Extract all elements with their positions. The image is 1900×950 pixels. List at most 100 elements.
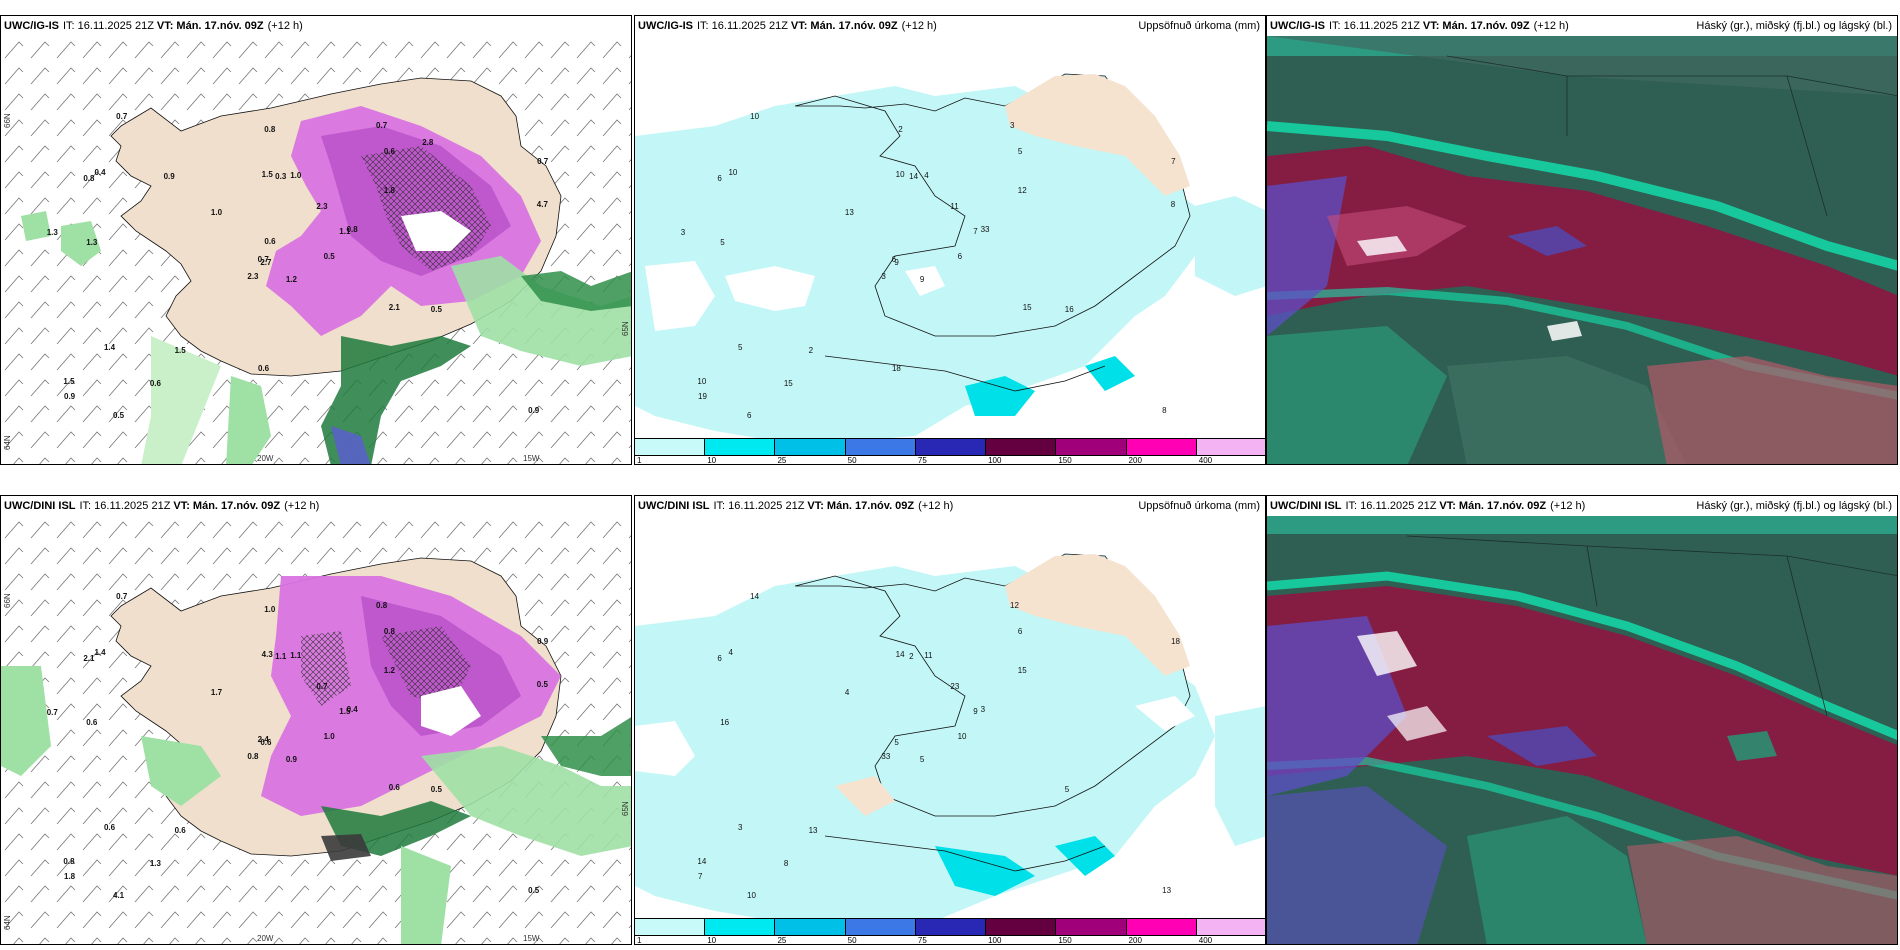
colorbar-swatch — [1196, 439, 1265, 455]
map-value-label: 12 — [1017, 185, 1027, 195]
colorbar-swatch — [1126, 439, 1197, 455]
valid-time: Mán. 17.nóv. 09Z — [1442, 20, 1530, 32]
map-value-label: 3 — [680, 227, 686, 237]
map-value-label: 0.9 — [285, 755, 297, 765]
colorbar-label: 25 — [777, 456, 787, 465]
map-value-label: 15 — [1017, 665, 1027, 675]
colorbar-label: 150 — [1058, 456, 1072, 465]
init-time: IT: 16.11.2025 21Z — [1345, 500, 1437, 512]
panel-snow-dini: UWC/DINI ISL IT: 16.11.2025 21Z VT: Mán.… — [0, 495, 632, 945]
map-value-label: 6 — [891, 254, 897, 264]
colorbar-label: 150 — [1058, 936, 1072, 945]
colorbar-label: 50 — [847, 936, 857, 945]
colorbar-label: 1 — [637, 456, 642, 465]
map-value-label: 8 — [1170, 199, 1176, 209]
map-value-label: 5 — [1017, 146, 1023, 156]
map-value-label: 0.7 — [537, 156, 549, 166]
precip-title: Uppsöfnuð úrkoma (mm) — [1138, 20, 1260, 32]
map-value-label: 1.1 — [339, 227, 351, 237]
panel-title: UWC/DINI ISL IT: 16.11.2025 21Z VT: Mán.… — [1, 496, 631, 516]
init-time: IT: 16.11.2025 21Z — [79, 500, 171, 512]
map-value-label: 0.8 — [346, 224, 358, 234]
map-value-label: 1.8 — [383, 185, 395, 195]
valid-time-label: VT: — [1422, 20, 1440, 32]
map-value-label: 0.6 — [103, 823, 116, 833]
map-value-label: 1.3 — [46, 227, 58, 237]
map-value-label: 0.5 — [528, 886, 540, 896]
map-value-label: 0.5 — [430, 784, 442, 794]
map-value-label: 6 — [717, 174, 722, 184]
map-value-label: 1.7 — [210, 688, 223, 698]
map-value-label: 8 — [783, 858, 789, 868]
map-value-label: 18 — [891, 364, 901, 374]
map-value-label: 13 — [844, 208, 854, 218]
valid-time-label: VT: — [790, 20, 808, 32]
map-value-label: 1.2 — [285, 275, 297, 285]
snow-map[interactable]: 20W 15W 66N 64N 65N 0.9 2.1 0.6 0.8 1.5 0.6 0.… — [1, 516, 631, 944]
lat-label-66n: 66N — [3, 113, 12, 128]
map-value-label: 0.7 — [376, 120, 388, 130]
panel-title: UWC/DINI ISL IT: 16.11.2025 21Z VT: Mán.… — [635, 496, 1265, 516]
map-value-label: 5 — [720, 238, 725, 248]
colorbar-swatch — [915, 439, 987, 455]
colorbar-labels: 1 10 25 50 75 100 150 200 400 — [635, 936, 1265, 945]
map-value-label: 10 — [895, 170, 905, 180]
colorbar-label: 100 — [988, 936, 1002, 945]
colorbar-swatch — [1056, 919, 1127, 935]
init-time: IT: 16.11.2025 21Z — [1329, 20, 1420, 32]
panel-snow-igis: UWC/IG-IS IT: 16.11.2025 21Z VT: Mán. 17… — [0, 15, 632, 465]
cloud-map[interactable] — [1267, 36, 1897, 464]
colorbar-swatch — [845, 439, 916, 455]
valid-time: Mán. 17.nóv. 09Z — [1458, 500, 1547, 512]
map-value-label: 1.3 — [149, 858, 161, 868]
valid-time: Mán. 17.nóv. 09Z — [192, 500, 281, 512]
lead-time: (+12 h) — [901, 20, 937, 32]
snow-map[interactable]: 20W 15W 66N 64N 65N 1.2 0.8 2.7 1.5 1.1 1.5 0.… — [1, 36, 631, 464]
colorbar-label: 400 — [1198, 936, 1213, 945]
lat-label-64n: 64N — [3, 435, 12, 450]
map-value-label: 4.3 — [261, 650, 273, 660]
map-value-label: 2.3 — [316, 201, 328, 211]
model-name: UWC/IG-IS — [638, 20, 693, 32]
map-value-label: 2.8 — [422, 138, 434, 148]
map-value-label: 0.5 — [323, 251, 335, 261]
lat-label-66n: 66N — [3, 593, 12, 608]
map-value-label: 10 — [747, 891, 756, 901]
colorbar-swatch — [986, 439, 1057, 455]
lead-time: (+12 h) — [918, 500, 954, 512]
map-value-label: 0.6 — [149, 378, 161, 388]
map-value-label: 16 — [720, 718, 730, 728]
map-value-label: 0.8 — [376, 600, 388, 610]
map-value-label: 9 — [919, 275, 925, 285]
precip-colorbar: 1 10 25 50 75 100 150 200 400 — [635, 438, 1265, 465]
map-value-label: 2 — [909, 651, 914, 661]
map-value-label: 1.1 — [275, 651, 287, 661]
map-value-label: 1.2 — [383, 665, 395, 675]
map-value-label: 14 — [750, 592, 760, 602]
panel-cloud-dini: UWC/DINI ISL IT: 16.11.2025 21Z VT: Mán.… — [1266, 495, 1898, 945]
colorbar-label: 75 — [917, 456, 927, 465]
map-value-label: 0.8 — [383, 626, 395, 636]
map-value-label: 4.7 — [536, 199, 548, 209]
map-value-label: 14 — [909, 171, 919, 181]
colorbar-swatch — [635, 919, 706, 935]
lon-label-20w: 20W — [257, 934, 274, 943]
init-time: IT: 16.11.2025 21Z — [63, 20, 154, 32]
precip-map[interactable]: 9 6 9 10 7 2 3 4 5 6 10 8 5 7 3 12 6 10 11 5 13 19 15 14 33 16 10 2… — [635, 36, 1265, 464]
map-value-label: 2 — [808, 346, 814, 355]
panel-cloud-igis: UWC/IG-IS IT: 16.11.2025 21Z VT: Mán. 17… — [1266, 15, 1898, 465]
map-value-label: 10 — [750, 112, 760, 122]
colorbar-label: 200 — [1128, 456, 1142, 465]
cloud-map[interactable] — [1267, 516, 1897, 944]
map-value-label: 10 — [728, 167, 738, 177]
map-value-label: 11 — [950, 201, 959, 211]
map-value-label: 0.6 — [264, 236, 276, 246]
colorbar-swatch — [705, 919, 776, 935]
precip-map[interactable]: 5 6 5 14 9 13 12 11 6 10 14 13 16 18 33 15 10 14 23 3 4 7 8 2 3 5… — [635, 516, 1265, 944]
map-value-label: 3 — [881, 272, 886, 282]
map-value-label: 4 — [728, 647, 733, 657]
map-value-label: 4.1 — [113, 891, 125, 901]
init-time: IT: 16.11.2025 21Z — [697, 20, 788, 32]
colorbar-label: 400 — [1198, 456, 1213, 465]
colorbar-label: 1 — [637, 936, 642, 945]
